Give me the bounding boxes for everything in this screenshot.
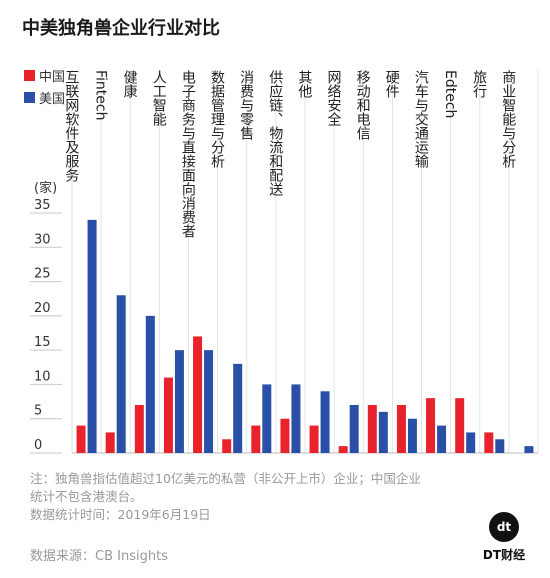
y-tick-label: 30: [34, 232, 51, 247]
bar-usa: [174, 350, 184, 453]
category-label: 其他: [296, 70, 312, 99]
bar-chart: (家) 0 5 10 15 20 25 30 35 互联网软件及服务 Fintech 健康 人工智能 电子…: [30, 70, 539, 454]
y-tick-label: 20: [34, 301, 51, 316]
bar-china: [280, 418, 290, 453]
bar-china: [163, 377, 173, 453]
bar-china: [76, 425, 86, 453]
bar-usa: [87, 219, 97, 453]
category-label: 电子商务与直接面向消费者: [180, 70, 196, 238]
y-tick-label: 35: [34, 198, 51, 213]
bar-china: [105, 432, 115, 453]
bar-china: [396, 405, 406, 453]
bar-usa: [320, 391, 330, 453]
bar-china: [426, 398, 436, 453]
bar-usa: [233, 363, 243, 453]
category-label: 供应链、物流和配送: [267, 70, 283, 197]
bar-usa: [524, 446, 534, 453]
bar-china: [134, 405, 144, 453]
bar-usa: [407, 418, 417, 453]
bar-usa: [291, 384, 301, 453]
category-label: 移动和电信: [355, 70, 371, 140]
category-label: Edtech: [442, 70, 458, 118]
bar-china: [367, 405, 377, 453]
category-label: 消费与零售: [238, 70, 254, 140]
bar-usa: [378, 411, 388, 453]
category-label: 数据管理与分析: [209, 70, 225, 168]
category-label: 人工智能: [151, 70, 167, 127]
y-tick-label: 25: [34, 267, 51, 282]
bar-usa: [495, 439, 505, 453]
legend-item-china: 中国: [24, 64, 65, 86]
category-label: 硬件: [384, 70, 400, 98]
bar-usa: [349, 405, 359, 453]
bar-china: [484, 432, 494, 453]
bar-usa: [145, 315, 155, 453]
data-source: 数据来源：CB Insights: [30, 549, 168, 564]
bar-china: [309, 425, 319, 453]
legend-label-usa: 美国: [39, 91, 66, 107]
bar-china: [338, 446, 348, 453]
logo-text: DT财经: [482, 548, 526, 562]
footnote-line-1: 注：独角兽指估值超过10亿美元的私营（非公开上市）企业；中国企业: [30, 471, 421, 486]
chart-title: 中美独角兽企业行业对比: [22, 18, 220, 39]
category-label: 商业智能与分析: [500, 70, 516, 168]
bar-china: [222, 439, 232, 453]
brand-logo: dt DT财经: [474, 512, 534, 563]
legend-item-usa: 美国: [24, 86, 65, 108]
category-label: 网络安全: [326, 70, 342, 126]
category-label: 健康: [122, 70, 138, 98]
logo-mark: dt: [489, 512, 519, 542]
footnote-line-3: 数据统计时间：2019年6月19日: [30, 507, 211, 522]
bar-usa: [116, 295, 126, 453]
bar-china: [193, 336, 203, 453]
y-tick-label: 15: [34, 335, 51, 350]
bar-usa: [466, 432, 476, 453]
footnote-line-2: 统计不包含港澳台。: [30, 489, 143, 504]
footnotes: 注：独角兽指估值超过10亿美元的私营（非公开上市）企业；中国企业 统计不包含港澳…: [30, 470, 470, 524]
legend: 中国 美国: [24, 64, 65, 108]
category-label: Fintech: [93, 70, 109, 120]
legend-label-china: 中国: [39, 69, 66, 85]
y-axis-label: (家): [34, 180, 57, 196]
bar-usa: [437, 425, 447, 453]
y-tick-label: 0: [34, 438, 42, 453]
bar-china: [251, 425, 261, 453]
legend-swatch-usa: [24, 91, 35, 103]
bar-usa: [262, 384, 272, 453]
bar-usa: [204, 350, 214, 453]
bar-china: [455, 398, 465, 453]
y-tick-label: 10: [34, 369, 51, 384]
category-label: 旅行: [471, 70, 487, 99]
y-tick-label: 5: [34, 404, 42, 419]
category-label: 汽车与交通运输: [413, 70, 429, 168]
category-label: 互联网软件及服务: [63, 70, 79, 182]
legend-swatch-china: [24, 69, 35, 81]
